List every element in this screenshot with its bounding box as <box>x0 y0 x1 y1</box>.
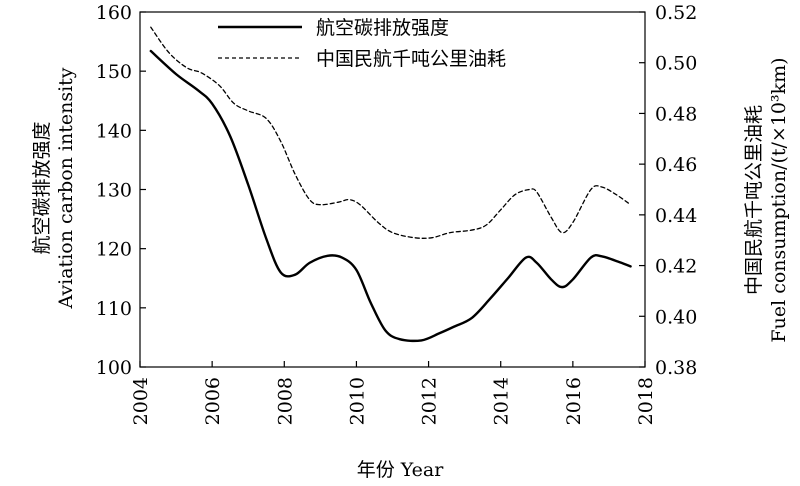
series-layer <box>149 26 632 343</box>
y-right-title-en: Fuel consumption/(t/×10³km) <box>768 57 790 342</box>
right-axis-ticks: 0.38 0.40 0.42 0.44 0.46 0.48 0.50 0.52 <box>639 2 697 379</box>
y-right-tick-label: 0.44 <box>655 205 697 227</box>
x-tick-label: 2010 <box>346 377 368 425</box>
y-right-tick-label: 0.46 <box>655 154 697 176</box>
y-right-tick-label: 0.38 <box>655 357 697 379</box>
y-right-title-cn: 中国民航千吨公里油耗 <box>743 105 765 295</box>
y-right-tick-label: 0.50 <box>655 53 697 75</box>
x-tick-label: 2004 <box>130 377 152 425</box>
x-axis-title: 年份 Year <box>357 459 445 481</box>
y-left-tick-label: 110 <box>96 298 132 320</box>
y-right-tick-label: 0.42 <box>655 256 697 278</box>
x-axis-ticks: 2004 2006 2008 2010 2012 2014 2016 2018 <box>130 361 657 425</box>
legend: 航空碳排放强度 中国民航千吨公里油耗 <box>218 17 506 70</box>
y-right-tick-label: 0.40 <box>655 306 697 328</box>
legend-label-carbon-intensity: 航空碳排放强度 <box>316 17 449 39</box>
y-left-title-cn: 航空碳排放强度 <box>31 121 53 254</box>
x-tick-label: 2006 <box>202 377 224 425</box>
legend-label-fuel-consumption: 中国民航千吨公里油耗 <box>316 48 506 70</box>
series-line-carbon-intensity <box>149 49 632 343</box>
x-tick-label: 2016 <box>563 377 585 425</box>
y-right-tick-label: 0.52 <box>655 2 697 24</box>
y-left-tick-label: 160 <box>96 2 132 24</box>
x-tick-label: 2012 <box>419 377 441 425</box>
y-left-tick-label: 100 <box>96 357 132 379</box>
y-left-tick-label: 150 <box>96 61 132 83</box>
y-left-tick-label: 130 <box>96 180 132 202</box>
y-left-tick-label: 120 <box>96 239 132 261</box>
x-tick-label: 2018 <box>635 377 657 425</box>
x-tick-label: 2014 <box>491 377 513 425</box>
y-left-title-en: Aviation carbon intensity <box>55 67 77 309</box>
y-left-tick-label: 140 <box>96 120 132 142</box>
x-tick-label: 2008 <box>274 377 296 425</box>
left-axis-ticks: 100 110 120 130 140 150 160 <box>96 2 146 379</box>
series-line-fuel-consumption <box>150 26 632 239</box>
y-right-tick-label: 0.48 <box>655 103 697 125</box>
